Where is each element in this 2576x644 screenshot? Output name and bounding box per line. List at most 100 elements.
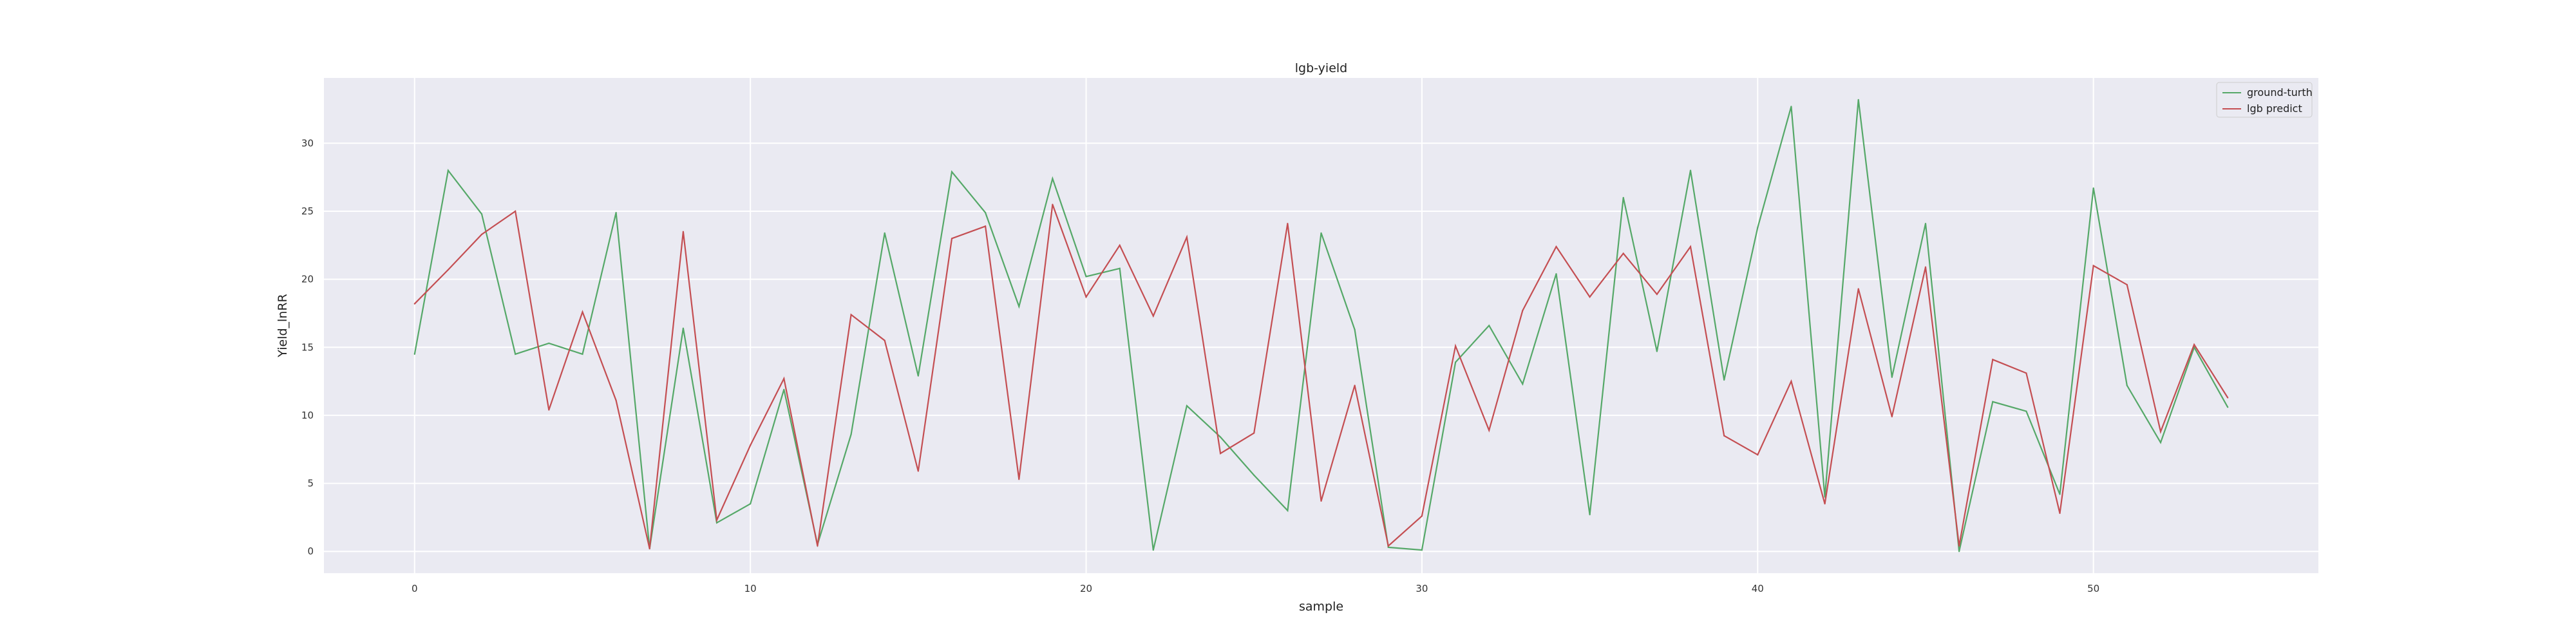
data-point (2227, 406, 2229, 408)
data-point (1253, 432, 1255, 434)
data-point (1287, 222, 1289, 225)
data-point (951, 238, 953, 240)
data-point (1421, 549, 1423, 551)
data-point (615, 399, 617, 401)
data-point (1354, 328, 1356, 330)
data-point (715, 519, 718, 521)
data-point (1253, 474, 1255, 476)
data-point (2025, 372, 2027, 374)
data-point (447, 169, 450, 171)
data-point (1757, 227, 1759, 229)
data-point (1622, 252, 1624, 254)
data-point (750, 503, 752, 505)
data-point (2159, 431, 2162, 433)
data-point (1857, 288, 1859, 290)
data-point (1656, 350, 1658, 352)
data-point (1757, 454, 1759, 456)
data-point (1958, 545, 1960, 547)
data-point (1522, 310, 1524, 312)
data-point (1421, 515, 1423, 517)
data-point (1555, 245, 1557, 248)
data-point (951, 171, 953, 173)
data-point (548, 409, 550, 411)
data-point (884, 339, 886, 341)
x-tick-label: 50 (2087, 583, 2099, 594)
data-point (1790, 381, 1792, 383)
data-point (1689, 169, 1692, 171)
legend-label: ground-turth (2247, 86, 2313, 99)
data-point (413, 303, 415, 305)
data-point (413, 353, 415, 355)
data-point (817, 545, 819, 547)
data-point (1354, 384, 1356, 386)
data-point (1689, 245, 1692, 248)
data-point (480, 233, 483, 236)
data-point (1924, 222, 1927, 225)
data-point (1085, 296, 1087, 298)
data-point (1085, 276, 1087, 278)
data-point (1219, 452, 1222, 455)
data-point (2092, 187, 2094, 189)
y-tick-label: 30 (301, 137, 314, 149)
data-point (985, 212, 987, 214)
data-point (1119, 267, 1121, 269)
data-point (1287, 509, 1289, 511)
data-point (682, 231, 684, 232)
data-point (1589, 296, 1591, 298)
data-point (850, 314, 852, 316)
x-tick-label: 20 (1080, 583, 1092, 594)
data-point (1790, 106, 1792, 108)
data-point (1387, 545, 1389, 547)
y-tick-label: 25 (301, 205, 314, 217)
legend-label: lgb predict (2247, 102, 2302, 115)
data-point (1152, 315, 1154, 317)
data-point (917, 470, 919, 472)
data-point (1891, 376, 1893, 378)
data-point (1656, 293, 1658, 296)
data-point (1052, 178, 1054, 180)
data-point (615, 212, 617, 214)
data-point (1622, 196, 1624, 199)
data-point (884, 232, 886, 234)
data-point (582, 353, 583, 355)
data-point (649, 547, 650, 550)
data-point (1488, 325, 1490, 327)
data-point (515, 353, 516, 355)
data-point (1824, 503, 1826, 505)
data-point (1454, 361, 1457, 363)
data-point (582, 311, 583, 313)
data-point (515, 210, 516, 213)
data-point (2227, 397, 2229, 399)
data-point (750, 444, 752, 446)
data-point (447, 269, 450, 270)
data-point (2193, 343, 2195, 346)
data-point (1152, 549, 1154, 551)
tick-labels: 0 10 20 30 40 50 0 5 10 15 20 25 30 (301, 137, 2099, 594)
series-layer (413, 99, 2229, 553)
x-axis-label: sample (1299, 600, 1343, 614)
data-point (783, 388, 785, 390)
data-point (985, 225, 987, 227)
data-point (2092, 265, 2094, 267)
data-point (1018, 478, 1020, 480)
y-tick-label: 20 (301, 274, 314, 285)
y-axis-label: Yield_lnRR (276, 294, 290, 357)
data-point (1119, 244, 1121, 246)
data-point (2059, 512, 2061, 515)
data-point (1857, 99, 1859, 100)
data-point (480, 213, 483, 215)
data-point (1555, 273, 1557, 275)
data-point (1723, 379, 1725, 381)
data-point (715, 522, 718, 524)
data-point (1018, 305, 1020, 308)
data-point (1320, 232, 1322, 234)
data-point (1891, 415, 1893, 418)
data-point (1186, 236, 1188, 238)
data-point (2126, 284, 2128, 286)
x-tick-label: 30 (1416, 583, 1428, 594)
data-point (548, 342, 550, 345)
y-tick-label: 0 (307, 545, 314, 557)
data-point (1522, 383, 1524, 385)
data-point (1320, 500, 1322, 502)
